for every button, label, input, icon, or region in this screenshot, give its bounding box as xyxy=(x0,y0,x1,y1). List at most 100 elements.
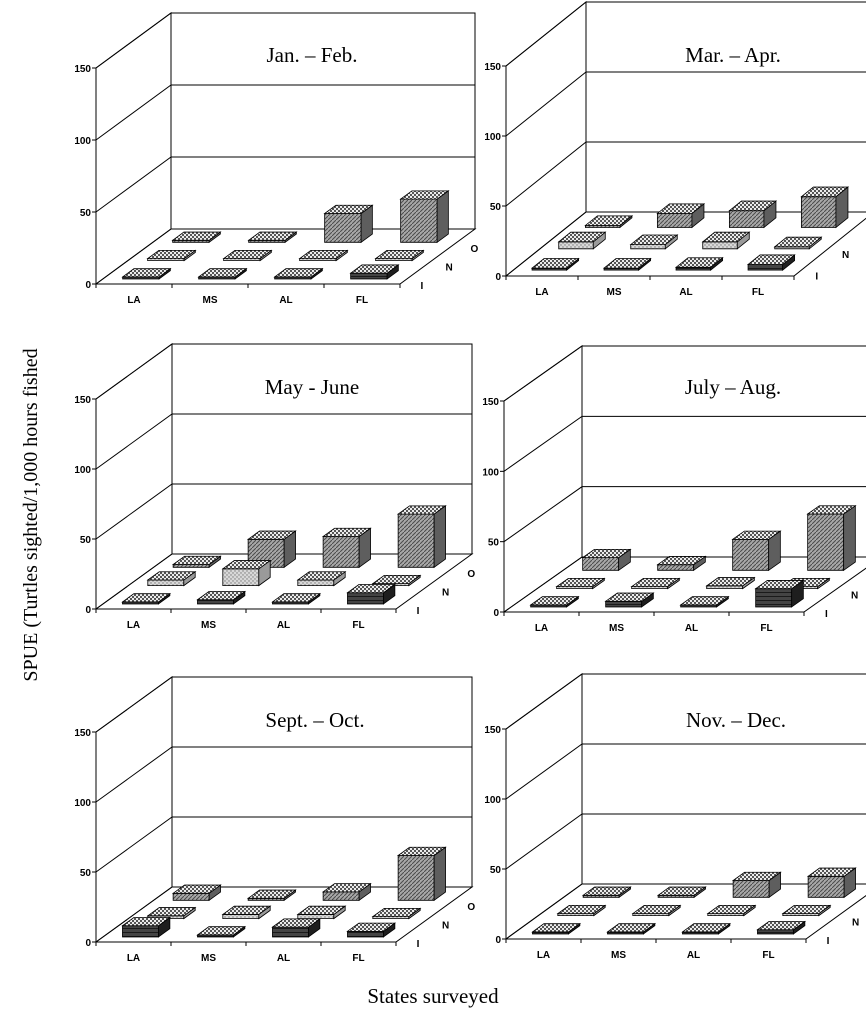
gridline xyxy=(505,71,866,137)
gridline xyxy=(95,343,472,400)
chart-frame: 0 50 100 150 LA MS AL FL I N O xyxy=(74,343,475,631)
y-tick-label: 50 xyxy=(490,865,502,876)
gridline xyxy=(95,413,472,470)
bar xyxy=(806,867,857,899)
side-wall xyxy=(505,673,583,940)
depth-label: I xyxy=(421,281,424,292)
x-axis-label: States surveyed xyxy=(367,984,499,1008)
category-label: AL xyxy=(679,287,692,298)
panel-sep-oct: 0 50 100 150 LA MS AL FL I N O Sept. – Oct. xyxy=(74,676,475,964)
gridline xyxy=(505,813,866,870)
gridline xyxy=(503,345,866,402)
bar xyxy=(346,583,397,605)
depth-label: N xyxy=(852,918,859,929)
gridline xyxy=(95,746,472,803)
y-tick-label: 0 xyxy=(495,935,501,946)
bar xyxy=(674,256,724,271)
bar xyxy=(531,922,582,935)
bar xyxy=(581,886,632,899)
bar xyxy=(246,889,297,902)
bar xyxy=(323,204,374,244)
bar xyxy=(196,925,247,938)
bar xyxy=(756,920,807,935)
y-tick-label: 50 xyxy=(490,202,502,213)
bar xyxy=(631,904,682,917)
bar xyxy=(604,592,655,608)
panel-title: Mar. – Apr. xyxy=(685,43,781,67)
bar xyxy=(584,215,634,229)
bar xyxy=(629,234,679,250)
category-label: FL xyxy=(752,287,764,298)
bar xyxy=(296,570,347,587)
gridline xyxy=(95,816,472,873)
gridline xyxy=(95,12,475,69)
bar xyxy=(273,267,324,280)
bar xyxy=(806,505,857,572)
category-label: FL xyxy=(760,623,772,634)
category-label: LA xyxy=(127,295,140,306)
y-tick-label: 150 xyxy=(484,62,501,73)
gridline xyxy=(95,84,475,141)
y-tick-label: 150 xyxy=(74,395,91,406)
bar xyxy=(706,904,757,917)
panel-jan-feb: 0 50 100 150 LA MS AL FL I N O Jan. – Feb. xyxy=(74,12,479,306)
category-label: FL xyxy=(352,953,364,964)
side-wall xyxy=(95,343,173,610)
depth-label: N xyxy=(446,263,453,274)
bar xyxy=(679,595,730,608)
category-label: LA xyxy=(127,953,140,964)
category-label: FL xyxy=(762,950,774,961)
bar xyxy=(146,906,197,920)
bar xyxy=(321,882,372,902)
bar xyxy=(705,576,756,590)
y-axis-label: SPUE (Turtles sighted/1,000 hours fished xyxy=(20,348,42,681)
bar xyxy=(701,231,751,250)
bar xyxy=(247,231,298,244)
panel-title: Sept. – Oct. xyxy=(265,708,364,732)
y-tick-label: 100 xyxy=(74,136,91,147)
bar xyxy=(222,249,273,262)
y-tick-label: 50 xyxy=(80,868,92,879)
bar xyxy=(171,555,222,569)
gridline xyxy=(505,743,866,800)
bar xyxy=(656,203,706,229)
bar xyxy=(731,530,782,572)
bar xyxy=(171,884,222,902)
bar xyxy=(197,267,248,280)
bar xyxy=(321,527,372,569)
gridline xyxy=(503,415,866,472)
category-label: LA xyxy=(535,287,548,298)
bar xyxy=(121,916,172,938)
bar xyxy=(346,922,397,938)
floor xyxy=(94,553,474,610)
y-tick-label: 0 xyxy=(85,605,91,616)
y-tick-label: 100 xyxy=(484,132,501,143)
y-tick-label: 150 xyxy=(74,728,91,739)
bar xyxy=(221,905,272,920)
depth-label: N xyxy=(842,250,849,261)
bar xyxy=(656,886,707,899)
bar xyxy=(171,231,222,244)
bar xyxy=(555,577,606,590)
category-label: FL xyxy=(352,620,364,631)
panel-title: Nov. – Dec. xyxy=(686,708,786,732)
bar xyxy=(396,505,447,569)
bar xyxy=(121,267,172,280)
bar xyxy=(606,922,657,935)
y-tick-label: 0 xyxy=(85,938,91,949)
bar xyxy=(800,186,850,229)
category-label: MS xyxy=(201,620,216,631)
back-wall xyxy=(585,1,866,213)
category-label: MS xyxy=(611,950,626,961)
side-wall xyxy=(95,676,173,943)
chart-frame: 0 50 100 150 LA MS AL FL I N O xyxy=(74,676,475,964)
y-tick-label: 150 xyxy=(484,725,501,736)
bar xyxy=(121,592,172,605)
gridline xyxy=(95,156,475,213)
depth-label: I xyxy=(815,271,818,282)
bar xyxy=(374,249,425,262)
depth-label: I xyxy=(417,606,420,617)
